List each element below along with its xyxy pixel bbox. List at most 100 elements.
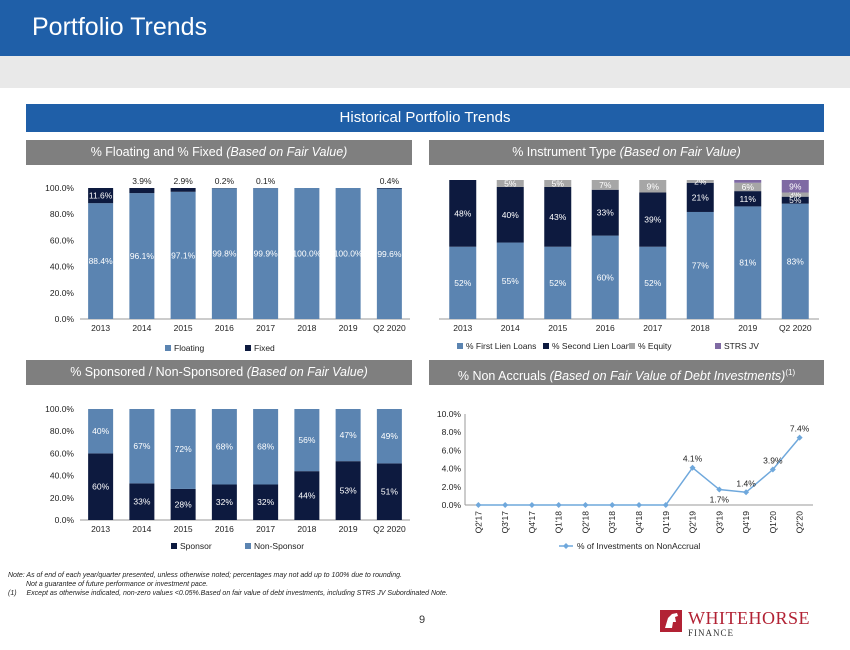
x-tick-label: 2016 xyxy=(215,323,234,333)
logo-wordmark: WHITEHORSE xyxy=(688,608,810,628)
bar-value-label: 99.6% xyxy=(377,249,402,259)
data-point xyxy=(689,464,696,471)
bar-value-label: 11.6% xyxy=(89,191,113,201)
bar-segment xyxy=(544,246,572,319)
bar-value-label: 67% xyxy=(133,441,150,451)
section-banner: Historical Portfolio Trends xyxy=(26,104,824,132)
bar-value-label: 96.1% xyxy=(130,251,155,261)
x-tick-label: 2018 xyxy=(297,323,316,333)
bar-segment xyxy=(376,188,402,319)
floating-section-header: % Floating and % Fixed (Based on Fair Va… xyxy=(26,140,412,165)
bar-value-label: 3% xyxy=(789,190,802,200)
bar-value-label: 44% xyxy=(298,491,315,501)
bar-segment xyxy=(129,409,155,484)
data-point xyxy=(582,502,589,508)
y-tick-label: 6.0% xyxy=(442,445,462,455)
bar-value-label: 49% xyxy=(381,431,398,441)
instrument-section-qualifier: (Based on Fair Value) xyxy=(619,145,741,159)
bar-value-label: 83% xyxy=(787,256,804,266)
page-number: 9 xyxy=(419,614,426,626)
y-tick-label: 0.0% xyxy=(442,500,462,510)
x-tick-label: Q2 2020 xyxy=(373,524,406,534)
y-tick-label: 60.0% xyxy=(50,235,75,245)
bar-value-label: 99.8% xyxy=(212,249,237,259)
footnote-note-continued: Not a guarantee of future performance or… xyxy=(26,581,209,588)
y-tick-label: 100.0% xyxy=(45,404,74,414)
x-tick-label: Q4'19 xyxy=(741,511,751,534)
bar-segment xyxy=(781,196,809,204)
floating-section-qualifier: (Based on Fair Value) xyxy=(226,145,348,159)
bar-value-label: 55% xyxy=(502,276,519,286)
x-tick-label: Q2'17 xyxy=(473,511,483,534)
bar-segment xyxy=(639,180,667,193)
legend-label: % Second Lien Loans xyxy=(552,341,635,351)
x-tick-label: 2014 xyxy=(132,524,151,534)
bar-segment xyxy=(170,488,196,520)
bar-value-label: 97.1% xyxy=(171,250,196,260)
x-tick-label: 2016 xyxy=(596,323,615,333)
bar-value-label: 100.0% xyxy=(292,249,321,259)
y-tick-label: 40.0% xyxy=(50,471,75,481)
bar-value-label: 53% xyxy=(340,486,357,496)
bar-value-label: 88.4% xyxy=(89,256,114,266)
floating-fixed-chart: 0.0% 20.0% 40.0% 60.0% 80.0% 100.0% 88.4% 11.6%… xyxy=(45,176,410,353)
bar-value-label: 43% xyxy=(549,212,566,222)
series-line xyxy=(478,437,801,506)
instrument-section-title: % Instrument Type xyxy=(512,145,620,159)
bar-value-label: 47% xyxy=(340,430,357,440)
x-tick-label: Q1'18 xyxy=(554,511,564,534)
y-tick-label: 8.0% xyxy=(442,427,462,437)
x-tick-label: 2013 xyxy=(91,323,110,333)
footnote-1-text: Except as otherwise indicated, non-zero … xyxy=(26,590,448,597)
x-tick-label: Q2'20 xyxy=(795,511,805,534)
y-tick-label: 0.0% xyxy=(55,314,75,324)
y-tick-label: 40.0% xyxy=(50,262,75,272)
x-tick-label: 2018 xyxy=(297,524,316,534)
bar-segment xyxy=(211,409,237,485)
legend-swatch xyxy=(171,543,177,549)
bar-value-label: 100.0% xyxy=(334,249,363,259)
data-label: 4.1% xyxy=(683,454,703,464)
sponsored-chart: 0.0% 20.0% 40.0% 60.0% 80.0% 100.0% 60% 40% 2013… xyxy=(45,404,410,551)
x-tick-label: 2016 xyxy=(215,524,234,534)
x-tick-label: Q2 2020 xyxy=(373,323,406,333)
bar-segment xyxy=(294,188,320,319)
bar-segment xyxy=(449,180,477,247)
bar-value-label: 48% xyxy=(454,208,471,218)
y-tick-label: 60.0% xyxy=(50,448,75,458)
bar-segment xyxy=(211,484,237,520)
bar-segment xyxy=(88,203,114,319)
nonaccrual-section-title: % Non Accruals xyxy=(457,369,550,384)
legend-swatch xyxy=(629,343,635,349)
bar-segment xyxy=(734,191,762,207)
bar-value-label: 33% xyxy=(133,497,150,507)
bar-value-label: 51% xyxy=(381,487,398,497)
x-tick-label: Q1'20 xyxy=(768,511,778,534)
bar-segment xyxy=(734,180,762,183)
legend-marker xyxy=(563,543,569,549)
y-tick-label: 10.0% xyxy=(437,409,462,419)
page-title: Portfolio Trends xyxy=(32,13,208,41)
legend-label: Non-Sponsor xyxy=(254,541,304,551)
bar-value-label: 5% xyxy=(504,178,517,188)
x-tick-label: Q3'18 xyxy=(607,511,617,534)
floating-section-title: % Floating and % Fixed xyxy=(90,145,227,159)
x-tick-label: 2014 xyxy=(501,323,520,333)
legend-label: % Equity xyxy=(638,341,672,351)
legend-label: STRS JV xyxy=(724,341,759,351)
nonaccrual-section-header: % Non Accruals (Based on Fair Value of D… xyxy=(429,360,824,385)
x-tick-label: Q3'19 xyxy=(714,511,724,534)
title-bar: Portfolio Trends xyxy=(0,0,850,56)
legend-swatch xyxy=(457,343,463,349)
x-tick-label: 2019 xyxy=(339,323,358,333)
bar-value-label: 2.9% xyxy=(173,176,193,186)
bar-value-label: 81% xyxy=(739,258,756,268)
legend-swatch xyxy=(165,345,171,351)
x-tick-label: 2017 xyxy=(643,323,662,333)
bar-value-label: 5% xyxy=(789,195,802,205)
data-point xyxy=(636,502,642,508)
x-tick-label: 2015 xyxy=(174,323,193,333)
bar-segment xyxy=(129,483,155,520)
bar-segment xyxy=(88,188,114,204)
sponsored-section-header: % Sponsored / Non-Sponsored (Based on Fa… xyxy=(26,360,412,385)
